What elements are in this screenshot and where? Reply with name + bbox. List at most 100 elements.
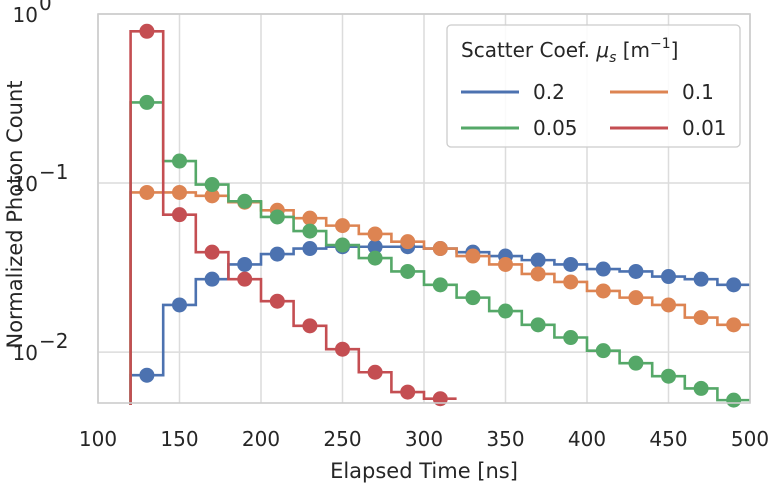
series-0.1 bbox=[129, 184, 750, 405]
data-point bbox=[530, 317, 546, 333]
data-point bbox=[530, 266, 546, 282]
data-point bbox=[335, 237, 350, 253]
y-tick-label: 10 bbox=[13, 341, 38, 365]
data-point bbox=[139, 184, 155, 200]
data-point bbox=[563, 274, 579, 290]
data-point bbox=[367, 250, 383, 266]
data-point bbox=[563, 330, 579, 346]
y-tick-exponent: −2 bbox=[39, 329, 68, 353]
series-0.01 bbox=[129, 23, 457, 407]
y-tick-label: 10 bbox=[13, 172, 38, 196]
data-point bbox=[139, 23, 155, 39]
data-point bbox=[302, 241, 318, 257]
legend-title-mu-sub: s bbox=[609, 50, 616, 66]
plot-frame bbox=[97, 13, 751, 404]
data-point bbox=[204, 177, 220, 193]
data-point bbox=[726, 392, 742, 408]
data-point bbox=[172, 184, 187, 200]
legend-entries: 0.2 0.1 0.05 0.01 bbox=[461, 80, 727, 140]
x-tick-label: 250 bbox=[323, 427, 361, 451]
series-layer bbox=[129, 23, 750, 408]
data-point bbox=[139, 94, 155, 110]
data-point bbox=[302, 210, 318, 226]
legend-box bbox=[446, 24, 741, 148]
data-point bbox=[726, 317, 742, 333]
data-point bbox=[595, 261, 611, 277]
x-tick-label: 200 bbox=[242, 427, 280, 451]
data-point bbox=[432, 241, 448, 257]
y-tick-exponent: 0 bbox=[39, 0, 52, 15]
data-point bbox=[139, 367, 155, 383]
data-point bbox=[465, 290, 481, 306]
series-0.05 bbox=[129, 94, 750, 408]
series-0.2 bbox=[129, 239, 750, 405]
data-point bbox=[661, 269, 676, 285]
series-line bbox=[129, 191, 750, 405]
x-tick-label: 500 bbox=[731, 427, 769, 451]
legend-title-prefix: Scatter Coef. bbox=[461, 38, 596, 62]
x-tick-labels: 100 150 200 250 300 350 400 450 500 bbox=[79, 427, 769, 451]
x-tick-label: 150 bbox=[160, 427, 198, 451]
y-tick-exponent: −1 bbox=[39, 160, 68, 184]
data-point bbox=[302, 318, 318, 334]
data-point bbox=[628, 263, 644, 279]
data-point bbox=[302, 223, 318, 239]
legend-title-unit-close: ] bbox=[671, 38, 679, 62]
data-point bbox=[204, 271, 220, 287]
data-point bbox=[693, 271, 709, 287]
data-point bbox=[172, 297, 187, 313]
x-tick-label: 350 bbox=[486, 427, 524, 451]
data-point bbox=[693, 380, 709, 396]
legend-title-mu: μ bbox=[595, 38, 609, 62]
data-point bbox=[204, 188, 220, 204]
data-point bbox=[726, 277, 742, 293]
x-tick-label: 400 bbox=[568, 427, 606, 451]
legend-title-unit-open: [m bbox=[616, 38, 650, 62]
data-point bbox=[367, 239, 383, 255]
series-line bbox=[129, 245, 750, 405]
data-point bbox=[269, 209, 285, 225]
data-point bbox=[400, 263, 416, 279]
data-point bbox=[367, 226, 383, 242]
data-point bbox=[595, 283, 611, 299]
data-point bbox=[269, 293, 285, 309]
data-point bbox=[269, 246, 285, 262]
y-tick-label: 10 bbox=[13, 3, 38, 27]
x-tick-label: 450 bbox=[649, 427, 687, 451]
legend-label: 0.1 bbox=[682, 80, 714, 104]
y-axis-title: Normalized Photon Count bbox=[3, 80, 27, 348]
data-point bbox=[400, 384, 416, 400]
data-point bbox=[595, 343, 611, 359]
data-point bbox=[204, 244, 220, 260]
data-point bbox=[465, 248, 481, 264]
data-point bbox=[237, 271, 253, 287]
legend-title: Scatter Coef. μs [m−1] bbox=[461, 36, 678, 66]
x-tick-label: 300 bbox=[405, 427, 443, 451]
data-point bbox=[498, 303, 513, 319]
data-point bbox=[172, 207, 187, 223]
legend-label: 0.01 bbox=[682, 116, 727, 140]
legend-title-unit-exp: −1 bbox=[650, 36, 671, 52]
data-point bbox=[498, 256, 513, 272]
data-point bbox=[563, 256, 579, 272]
data-point bbox=[237, 193, 253, 209]
data-point bbox=[530, 252, 546, 268]
data-point bbox=[237, 256, 253, 272]
data-point bbox=[628, 355, 644, 371]
data-point bbox=[432, 391, 448, 407]
data-point bbox=[367, 364, 383, 380]
data-point bbox=[693, 310, 709, 326]
data-point bbox=[432, 277, 448, 293]
legend-label: 0.2 bbox=[533, 80, 565, 104]
x-axis-title: Elapsed Time [ns] bbox=[330, 459, 518, 483]
data-point bbox=[400, 234, 416, 250]
x-tick-label: 100 bbox=[79, 427, 117, 451]
data-point bbox=[335, 218, 350, 234]
data-point bbox=[628, 290, 644, 306]
data-point bbox=[172, 153, 187, 169]
data-point bbox=[661, 297, 676, 313]
legend-label: 0.05 bbox=[533, 116, 578, 140]
legend: Scatter Coef. μs [m−1] 0.2 0.1 0.05 0.01 bbox=[446, 24, 741, 148]
